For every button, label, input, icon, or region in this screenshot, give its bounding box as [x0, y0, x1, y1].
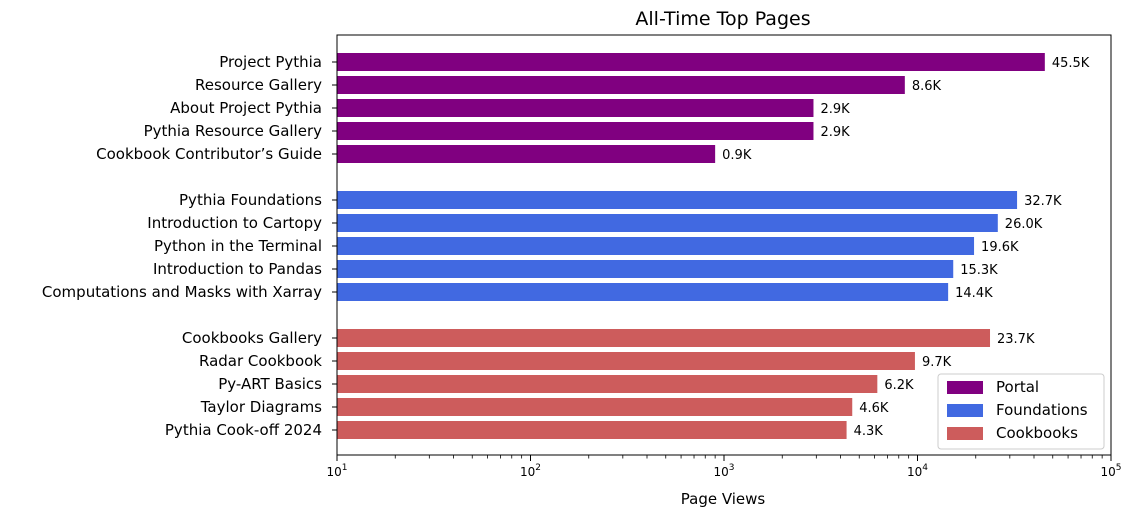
- bar-taylor-diagrams: [337, 398, 853, 416]
- category-label-introduction-to-cartopy: Introduction to Cartopy: [147, 214, 322, 232]
- value-label-introduction-to-cartopy: 26.0K: [1005, 217, 1043, 232]
- category-label-introduction-to-pandas: Introduction to Pandas: [153, 260, 322, 278]
- category-label-radar-cookbook: Radar Cookbook: [199, 352, 322, 370]
- x-axis-title: Page Views: [681, 490, 766, 508]
- category-label-pythia-cook-off-2024: Pythia Cook-off 2024: [165, 421, 322, 439]
- value-label-taylor-diagrams: 4.6K: [859, 401, 889, 416]
- category-label-resource-gallery: Resource Gallery: [195, 76, 322, 94]
- bar-python-in-the-terminal: [337, 237, 975, 255]
- category-label-pythia-foundations: Pythia Foundations: [179, 191, 322, 209]
- value-label-introduction-to-pandas: 15.3K: [960, 263, 998, 278]
- legend-label-cookbooks: Cookbooks: [996, 424, 1078, 442]
- category-label-pythia-resource-gallery: Pythia Resource Gallery: [144, 122, 323, 140]
- value-label-pythia-cook-off-2024: 4.3K: [854, 424, 884, 439]
- legend: Portal Foundations Cookbooks: [937, 373, 1105, 450]
- bar-pythia-foundations: [337, 191, 1018, 209]
- legend-swatch-foundations: [947, 404, 983, 417]
- bar-cookbooks-gallery: [337, 329, 991, 347]
- category-label-python-in-the-terminal: Python in the Terminal: [154, 237, 322, 255]
- bar-resource-gallery: [337, 76, 905, 94]
- bar-radar-cookbook: [337, 352, 915, 370]
- x-tick-label-1: 101: [326, 463, 347, 479]
- category-label-cookbook-contributor-s-guide: Cookbook Contributor’s Guide: [96, 145, 322, 163]
- bar-pythia-resource-gallery: [337, 122, 814, 140]
- bar-introduction-to-cartopy: [337, 214, 998, 232]
- value-label-project-pythia: 45.5K: [1052, 56, 1090, 71]
- chart-title: All-Time Top Pages: [635, 8, 810, 30]
- legend-label-foundations: Foundations: [996, 401, 1088, 419]
- value-label-cookbooks-gallery: 23.7K: [997, 332, 1035, 347]
- x-axis: 101 102 103 104 105: [326, 455, 1122, 479]
- value-label-radar-cookbook: 9.7K: [922, 355, 952, 370]
- legend-label-portal: Portal: [996, 378, 1039, 396]
- value-label-py-art-basics: 6.2K: [884, 378, 914, 393]
- x-tick-label-2: 102: [520, 463, 541, 479]
- legend-swatch-portal: [947, 381, 983, 394]
- bar-cookbook-contributor-s-guide: [337, 145, 716, 163]
- x-tick-label-4: 104: [907, 463, 928, 479]
- category-label-cookbooks-gallery: Cookbooks Gallery: [182, 329, 322, 347]
- value-label-about-project-pythia: 2.9K: [820, 102, 850, 117]
- bar-project-pythia: [337, 53, 1045, 71]
- bar-about-project-pythia: [337, 99, 814, 117]
- value-label-computations-and-masks-with-xarray: 14.4K: [955, 286, 993, 301]
- x-tick-label-5: 105: [1100, 463, 1121, 479]
- bars-layer: Project Pythia 45.5K Resource Gallery 8.6K A…: [42, 53, 1090, 439]
- bar-py-art-basics: [337, 375, 878, 393]
- x-tick-label-3: 103: [713, 463, 734, 479]
- value-label-resource-gallery: 8.6K: [912, 79, 942, 94]
- bar-pythia-cook-off-2024: [337, 421, 847, 439]
- value-label-pythia-resource-gallery: 2.9K: [820, 125, 850, 140]
- category-label-about-project-pythia: About Project Pythia: [170, 99, 322, 117]
- category-label-project-pythia: Project Pythia: [219, 53, 322, 71]
- category-label-computations-and-masks-with-xarray: Computations and Masks with Xarray: [42, 283, 322, 301]
- value-label-cookbook-contributor-s-guide: 0.9K: [722, 148, 752, 163]
- legend-swatch-cookbooks: [947, 427, 983, 440]
- value-label-python-in-the-terminal: 19.6K: [981, 240, 1019, 255]
- category-label-taylor-diagrams: Taylor Diagrams: [200, 398, 322, 416]
- category-label-py-art-basics: Py-ART Basics: [218, 375, 322, 393]
- value-label-pythia-foundations: 32.7K: [1024, 194, 1062, 209]
- bar-introduction-to-pandas: [337, 260, 954, 278]
- bar-computations-and-masks-with-xarray: [337, 283, 949, 301]
